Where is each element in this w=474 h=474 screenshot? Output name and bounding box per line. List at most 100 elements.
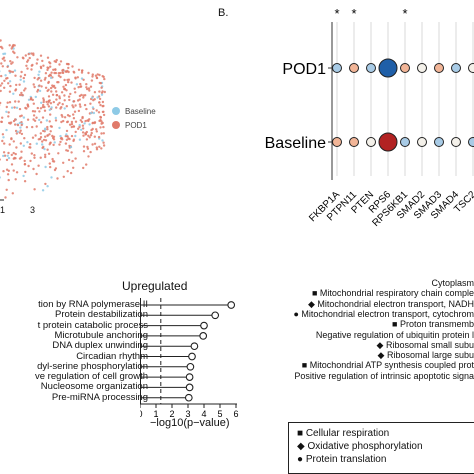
legend-item-baseline: Baseline (112, 104, 156, 118)
umap-point-pod1 (85, 138, 89, 141)
umap-point-pod1 (65, 149, 68, 152)
umap-point-baseline (35, 142, 38, 145)
umap-point-pod1 (61, 103, 64, 106)
umap-point-pod1 (78, 103, 82, 106)
dot-plot-row-label: Baseline (265, 135, 326, 152)
umap-point-pod1 (8, 90, 12, 93)
lollipop-x-tick-label: 6 (233, 409, 238, 419)
category-legend-box: ■ Cellular respiration ◆ Oxidative phosph… (288, 422, 474, 474)
umap-point-pod1 (5, 77, 8, 80)
umap-point-pod1 (7, 169, 10, 172)
umap-point-pod1 (78, 98, 81, 101)
umap-point-pod1 (90, 79, 94, 82)
lollipop-head (184, 393, 193, 402)
umap-point-baseline (27, 98, 31, 102)
umap-point-pod1 (52, 100, 55, 104)
umap-point-pod1 (26, 118, 30, 121)
umap-point-pod1 (96, 73, 99, 76)
umap-point-pod1 (3, 79, 6, 83)
umap-point-pod1 (85, 86, 88, 89)
umap-point-pod1 (39, 136, 43, 139)
umap-point-pod1 (72, 113, 75, 116)
umap-point-pod1 (46, 125, 49, 129)
umap-point-pod1 (49, 141, 52, 145)
umap-point-pod1 (77, 68, 81, 72)
umap-point-pod1 (11, 70, 15, 74)
umap-point-pod1 (55, 58, 58, 62)
umap-point-pod1 (14, 152, 17, 156)
umap-point-pod1 (87, 119, 90, 123)
umap-point-pod1 (70, 151, 73, 154)
umap-point-pod1 (3, 154, 7, 157)
dot-plot-dot (332, 137, 342, 147)
umap-point-pod1 (25, 107, 28, 110)
umap-point-pod1 (27, 164, 30, 168)
umap-point-pod1 (55, 90, 58, 93)
umap-point-pod1 (84, 119, 87, 123)
umap-point-pod1 (36, 106, 39, 110)
umap-point-pod1 (5, 158, 9, 162)
umap-point-baseline (58, 126, 61, 130)
term-label: Mitochondrial electron transport, NADH (317, 298, 474, 309)
umap-point-pod1 (38, 84, 41, 87)
umap-point-pod1 (19, 142, 22, 145)
umap-point-pod1 (5, 168, 9, 171)
umap-point-baseline (38, 70, 41, 73)
umap-point-pod1 (47, 88, 50, 92)
umap-point-pod1 (42, 97, 45, 100)
umap-point-pod1 (14, 89, 17, 92)
umap-point-pod1 (64, 142, 68, 145)
umap-point-pod1 (43, 109, 47, 112)
umap-point-pod1 (72, 100, 75, 103)
umap-point-pod1 (87, 87, 91, 90)
umap-point-pod1 (14, 178, 17, 181)
category-legend-label: Oxidative phosphorylation (307, 441, 423, 452)
umap-point-baseline (0, 70, 1, 73)
umap-point-pod1 (50, 90, 53, 93)
umap-point-pod1 (86, 145, 89, 149)
umap-point-pod1 (26, 104, 30, 107)
umap-point-pod1 (26, 67, 29, 70)
umap-point-pod1 (74, 104, 77, 107)
umap-point-pod1 (97, 135, 101, 139)
umap-point-pod1 (7, 115, 10, 118)
umap-point-pod1 (86, 87, 89, 91)
umap-point-pod1 (82, 127, 85, 130)
umap-point-pod1 (20, 123, 23, 127)
umap-point-pod1 (57, 72, 60, 75)
umap-point-pod1 (67, 80, 70, 84)
umap-point-pod1 (28, 56, 31, 60)
umap-point-pod1 (85, 107, 88, 111)
umap-point-pod1 (58, 95, 61, 98)
category-legend-label: Cellular respiration (305, 428, 390, 439)
umap-point-baseline (53, 141, 56, 144)
umap-point-pod1 (23, 89, 26, 92)
umap-point-pod1 (80, 71, 84, 74)
umap-point-pod1 (97, 111, 101, 114)
lollipop-category-label: Microtubule anchoring (54, 329, 148, 341)
term-label: Ribosomal small subu (385, 339, 474, 350)
umap-point-baseline (2, 154, 5, 158)
umap-point-pod1 (1, 133, 5, 136)
umap-point-baseline (69, 145, 73, 149)
umap-point-pod1 (27, 52, 30, 56)
umap-point-pod1 (0, 158, 1, 161)
dot-plot-significance-star: * (351, 6, 356, 21)
umap-point-pod1 (50, 71, 53, 74)
umap-point-pod1 (30, 152, 33, 155)
umap-point-pod1 (2, 151, 6, 154)
umap-point-pod1 (0, 74, 3, 78)
umap-point-pod1 (70, 120, 74, 124)
umap-point-baseline (100, 93, 104, 96)
umap-point-pod1 (47, 74, 51, 78)
umap-point-pod1 (95, 130, 99, 133)
umap-point-pod1 (93, 142, 97, 145)
umap-point-pod1 (38, 110, 41, 113)
umap-point-pod1 (85, 83, 88, 86)
umap-point-pod1 (35, 62, 38, 65)
umap-point-pod1 (49, 130, 52, 133)
umap-point-pod1 (57, 152, 60, 155)
umap-point-pod1 (30, 52, 33, 55)
umap-point-baseline (38, 89, 42, 93)
umap-point-pod1 (51, 134, 54, 138)
